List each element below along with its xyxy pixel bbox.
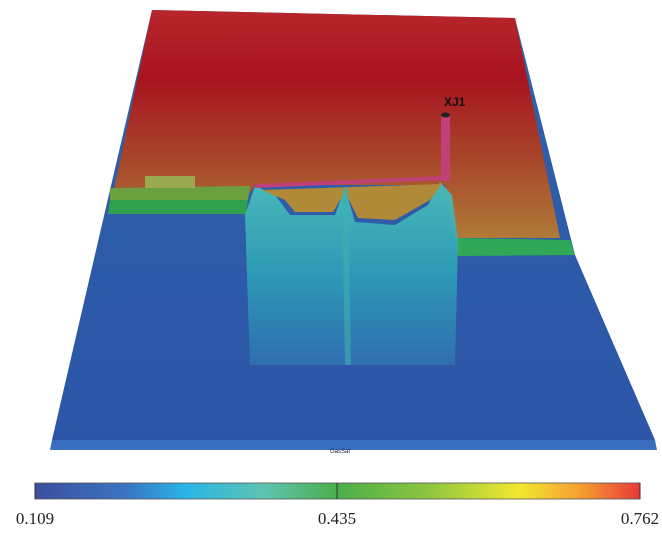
reservoir-slab	[50, 10, 657, 450]
colorbar-tick-label: 0.762	[621, 509, 659, 528]
well-label: XJ1	[444, 95, 466, 109]
colorbar-tick-label: 0.435	[318, 509, 356, 528]
well: XJ1	[254, 95, 466, 188]
colorbar-tick-label: 0.109	[16, 509, 54, 528]
property-label: GasSat	[330, 449, 350, 455]
